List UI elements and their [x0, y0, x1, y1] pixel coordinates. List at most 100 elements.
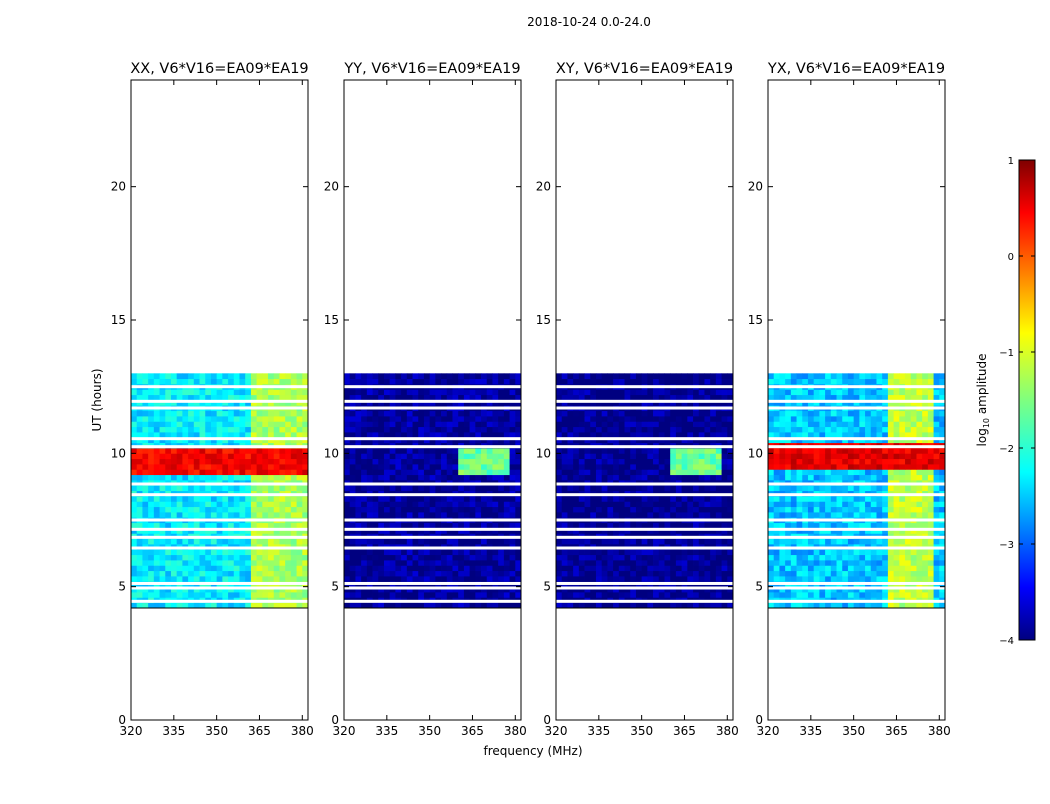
- heatmap-cell: [268, 421, 274, 427]
- heatmap-cell: [458, 411, 464, 417]
- heatmap-cell: [390, 373, 396, 379]
- heatmap-cell: [279, 453, 285, 459]
- heatmap-cell: [928, 512, 934, 518]
- heatmap-cell: [630, 389, 636, 395]
- heatmap-cell: [510, 448, 516, 454]
- heatmap-cell: [774, 507, 780, 513]
- heatmap-cell: [704, 416, 710, 422]
- heatmap-cell: [567, 485, 573, 491]
- heatmap-cell: [413, 432, 419, 438]
- heatmap-cell: [262, 432, 268, 438]
- heatmap-cell: [378, 427, 384, 433]
- heatmap-cell: [653, 571, 659, 577]
- heatmap-cell: [802, 555, 808, 561]
- heatmap-cell: [934, 485, 940, 491]
- heatmap-cell: [585, 459, 591, 465]
- heatmap-cell: [653, 453, 659, 459]
- heatmap-cell: [384, 379, 390, 385]
- heatmap-cell: [297, 571, 303, 577]
- heatmap-cell: [441, 379, 447, 385]
- heatmap-cell: [407, 576, 413, 582]
- heatmap-cell: [441, 411, 447, 417]
- heatmap-cell: [165, 411, 171, 417]
- heatmap-cell: [515, 571, 521, 577]
- heatmap-cell: [447, 416, 453, 422]
- heatmap-cell: [418, 427, 424, 433]
- heatmap-cell: [418, 523, 424, 529]
- heatmap-cell: [279, 475, 285, 481]
- heatmap-cell: [458, 507, 464, 513]
- heatmap-cell: [865, 571, 871, 577]
- heatmap-cell: [596, 512, 602, 518]
- heatmap-cell: [217, 427, 223, 433]
- heatmap-cell: [613, 427, 619, 433]
- heatmap-cell: [165, 592, 171, 598]
- heatmap-cell: [279, 496, 285, 502]
- heatmap-cell: [205, 507, 211, 513]
- heatmap-cell: [452, 464, 458, 470]
- heatmap-cell: [710, 395, 716, 401]
- heatmap-cell: [710, 459, 716, 465]
- heatmap-cell: [916, 549, 922, 555]
- heatmap-cell: [194, 464, 200, 470]
- heatmap-cell: [659, 576, 665, 582]
- heatmap-cell: [504, 453, 510, 459]
- heatmap-cell: [556, 475, 562, 481]
- heatmap-cell: [653, 485, 659, 491]
- heatmap-cell: [148, 485, 154, 491]
- heatmap-cell: [567, 389, 573, 395]
- heatmap-cell: [418, 389, 424, 395]
- heatmap-cell: [876, 592, 882, 598]
- heatmap-cell: [710, 571, 716, 577]
- heatmap-cell: [619, 453, 625, 459]
- heatmap-cell: [251, 395, 257, 401]
- heatmap-cell: [274, 560, 280, 566]
- heatmap-cell: [285, 555, 291, 561]
- heatmap-cell: [160, 592, 166, 598]
- heatmap-cell: [774, 555, 780, 561]
- heatmap-cell: [727, 539, 733, 545]
- heatmap-cell: [217, 496, 223, 502]
- heatmap-cell: [171, 576, 177, 582]
- heatmap-cell: [596, 549, 602, 555]
- heatmap-cell: [447, 475, 453, 481]
- heatmap-cell: [722, 379, 728, 385]
- heatmap-cell: [131, 411, 137, 417]
- heatmap-cell: [854, 539, 860, 545]
- heatmap-cell: [367, 549, 373, 555]
- heatmap-cell: [676, 411, 682, 417]
- heatmap-cell: [279, 512, 285, 518]
- heatmap-cell: [257, 512, 263, 518]
- heatmap-cell: [418, 464, 424, 470]
- heatmap-cell: [573, 453, 579, 459]
- heatmap-cell: [452, 379, 458, 385]
- heatmap-cell: [647, 475, 653, 481]
- heatmap-cell: [487, 539, 493, 545]
- heatmap-cell: [373, 565, 379, 571]
- heatmap-cell: [361, 421, 367, 427]
- heatmap-cell: [779, 565, 785, 571]
- heatmap-cell: [722, 411, 728, 417]
- heatmap-cell: [142, 555, 148, 561]
- heatmap-cell: [842, 485, 848, 491]
- heatmap-cell: [590, 459, 596, 465]
- heatmap-cell: [424, 496, 430, 502]
- heatmap-cell: [142, 469, 148, 475]
- heatmap-cell: [262, 464, 268, 470]
- heatmap-cell: [430, 549, 436, 555]
- heatmap-cell: [699, 549, 705, 555]
- heatmap-cell: [602, 555, 608, 561]
- heatmap-cell: [217, 549, 223, 555]
- heatmap-cell: [234, 411, 240, 417]
- heatmap-cell: [939, 507, 945, 513]
- heatmap-cell: [302, 539, 308, 545]
- heatmap-cell: [510, 576, 516, 582]
- heatmap-cell: [361, 549, 367, 555]
- heatmap-cell: [642, 475, 648, 481]
- heatmap-cell: [515, 539, 521, 545]
- heatmap-cell: [182, 571, 188, 577]
- heatmap-cell: [378, 592, 384, 598]
- heatmap-cell: [814, 549, 820, 555]
- heatmap-cell: [487, 507, 493, 513]
- heatmap-cell: [876, 549, 882, 555]
